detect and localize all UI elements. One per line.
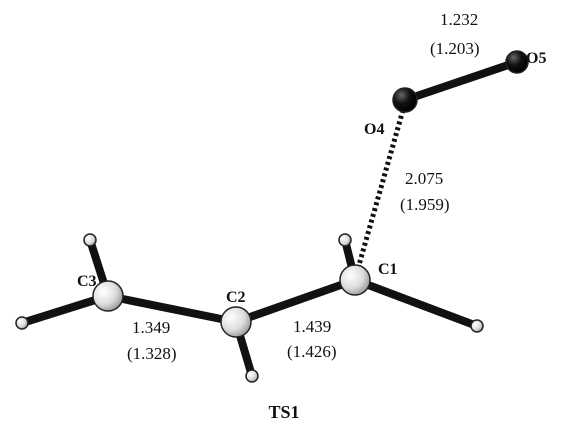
bonds <box>22 62 517 376</box>
diagram-title: TS1 <box>268 402 299 422</box>
atom-h <box>246 370 258 382</box>
atom-o5 <box>506 51 528 73</box>
atom-c3 <box>93 281 123 311</box>
atom-o4 <box>393 88 417 112</box>
bond-o4-o5 <box>405 62 517 100</box>
molecule-diagram: O5 O4 C1 C2 C3 1.232 (1.203) 2.075 (1.95… <box>0 0 564 426</box>
atom-c1 <box>340 265 370 295</box>
atom-label: O4 <box>364 121 384 138</box>
bond-length: 1.349 <box>132 318 170 337</box>
atom-h <box>339 234 351 246</box>
atom-label: C3 <box>77 273 97 290</box>
atom-label: C2 <box>226 289 246 306</box>
bond-c1-c2 <box>236 280 355 322</box>
bond-length-alt: (1.959) <box>400 195 450 214</box>
bond-length-alt: (1.203) <box>430 39 480 58</box>
bond-c2-c3 <box>108 296 236 322</box>
atom-label: O5 <box>526 50 546 67</box>
atom-label: C1 <box>378 261 398 278</box>
atom-h <box>471 320 483 332</box>
atoms <box>16 51 528 382</box>
bond-length: 1.232 <box>440 10 478 29</box>
atom-h <box>16 317 28 329</box>
bond-c1-h <box>355 280 477 326</box>
bond-length-alt: (1.426) <box>287 342 337 361</box>
atom-c2 <box>221 307 251 337</box>
bond-length: 1.439 <box>293 317 331 336</box>
atom-h <box>84 234 96 246</box>
bond-length: 2.075 <box>405 169 443 188</box>
bond-length-alt: (1.328) <box>127 344 177 363</box>
